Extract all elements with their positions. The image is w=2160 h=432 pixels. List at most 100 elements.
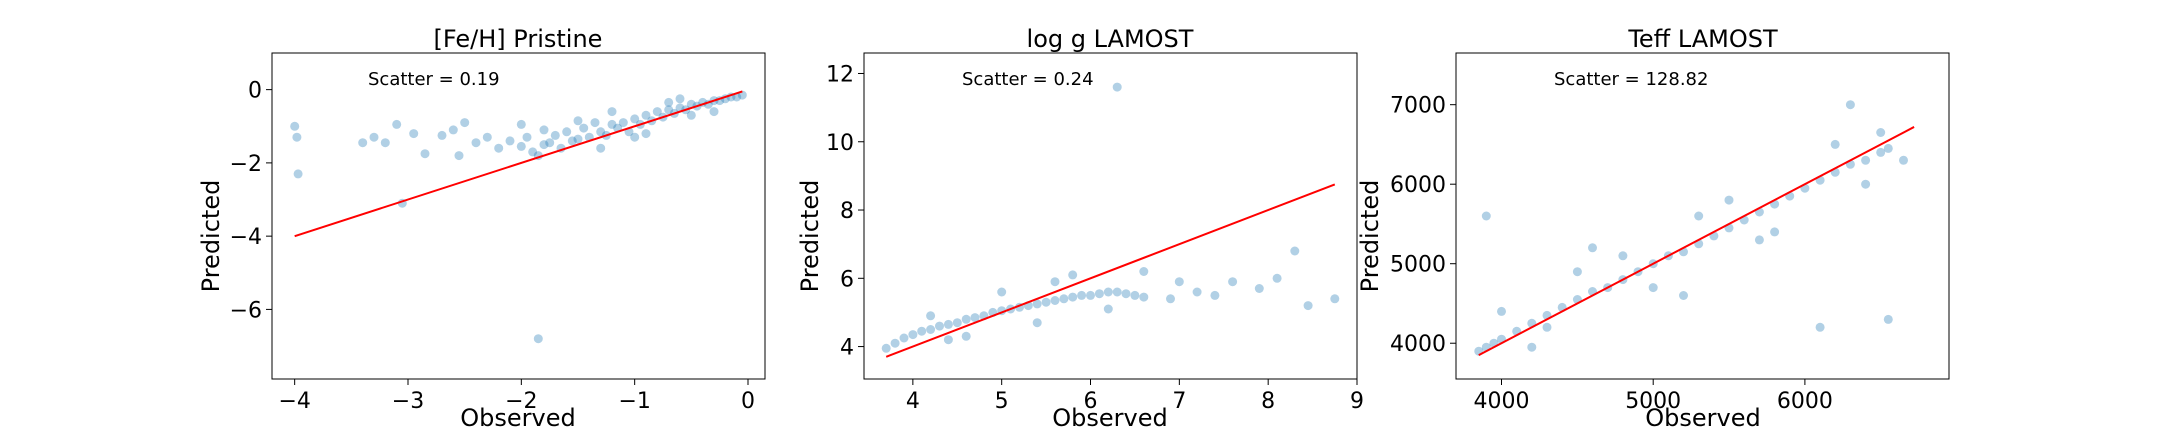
x-axis-label: Observed <box>460 404 575 432</box>
data-point <box>1059 294 1069 304</box>
y-tick-label: 12 <box>826 62 854 87</box>
data-point <box>550 130 560 140</box>
x-tick-label: 6000 <box>1777 389 1833 414</box>
data-point <box>1876 147 1886 157</box>
data-point <box>1272 273 1282 283</box>
x-tick-label: 8 <box>1261 389 1275 414</box>
x-tick-label: −3 <box>392 389 424 414</box>
data-point <box>494 143 504 153</box>
data-point <box>1077 290 1087 300</box>
data-point <box>961 314 971 324</box>
data-point <box>935 321 944 331</box>
data-point <box>1086 290 1095 300</box>
data-point <box>1861 155 1871 165</box>
y-tick-label: 6 <box>840 267 854 292</box>
data-point <box>943 335 953 345</box>
y-tick-label: −2 <box>230 152 262 177</box>
data-point <box>1094 289 1104 299</box>
data-point <box>1166 294 1175 304</box>
data-points <box>881 82 1340 353</box>
fit-line <box>1478 126 1915 357</box>
y-tick-label: 10 <box>826 131 854 156</box>
data-point <box>437 130 447 140</box>
x-ticks: 4 5 6 7 8 9 <box>906 379 1364 414</box>
plot-frame <box>271 52 766 380</box>
data-point <box>290 121 300 131</box>
data-point <box>926 325 936 334</box>
data-point <box>664 97 674 107</box>
y-tick-label: 5000 <box>1390 253 1446 278</box>
data-point <box>917 326 927 336</box>
y-axis-label: Predicted <box>796 180 824 293</box>
data-point <box>1770 227 1780 237</box>
data-point <box>1032 299 1042 309</box>
data-point <box>380 138 390 148</box>
data-point <box>607 119 617 129</box>
data-point <box>1254 284 1264 293</box>
panel-teff-lamost: Teff LAMOST Observed Predicted Scatter =… <box>1356 25 1950 432</box>
data-point <box>369 132 379 142</box>
data-point <box>1192 287 1202 297</box>
y-tick-label: 4 <box>840 336 854 361</box>
data-point <box>562 127 572 137</box>
plot-frame <box>1455 52 1950 380</box>
y-axis-label: Predicted <box>1356 180 1384 293</box>
x-tick-label: 4000 <box>1474 389 1530 414</box>
data-point <box>1572 267 1582 277</box>
data-point <box>926 311 936 321</box>
x-tick-label: 6 <box>1084 389 1098 414</box>
data-point <box>1861 179 1871 189</box>
data-point <box>652 107 662 117</box>
data-point <box>1103 304 1113 314</box>
data-points <box>290 90 747 344</box>
y-tick-label: −4 <box>230 225 262 250</box>
data-point <box>1588 243 1597 253</box>
data-point <box>505 136 515 146</box>
data-point <box>420 149 430 159</box>
data-point <box>590 118 600 128</box>
scatter-annotation: Scatter = 128.82 <box>1554 69 1708 90</box>
y-tick-label: 8 <box>840 199 854 224</box>
data-point <box>460 118 470 128</box>
data-point <box>516 141 526 151</box>
data-point <box>1050 277 1060 287</box>
x-axis-label: Observed <box>1052 404 1167 432</box>
data-point <box>573 116 583 126</box>
plot-frame <box>863 52 1358 380</box>
data-point <box>1883 143 1893 153</box>
data-point <box>1527 342 1537 352</box>
chart-title: log g LAMOST <box>1027 25 1194 53</box>
data-point <box>1845 100 1855 110</box>
data-point <box>482 132 492 142</box>
data-point <box>1542 322 1552 332</box>
data-point <box>970 313 980 323</box>
x-tick-label: 4 <box>906 389 920 414</box>
data-point <box>961 331 971 341</box>
data-point <box>908 330 918 340</box>
x-tick-label: 7 <box>1172 389 1186 414</box>
data-point <box>1830 139 1840 149</box>
data-point <box>709 107 719 117</box>
data-point <box>1815 322 1825 332</box>
data-point <box>596 143 606 153</box>
data-point <box>409 129 419 139</box>
y-axis-label: Predicted <box>197 180 225 293</box>
data-point <box>1497 306 1506 316</box>
x-tick-label: −4 <box>278 389 310 414</box>
data-point <box>890 338 900 348</box>
x-tick-label: 0 <box>741 389 755 414</box>
data-point <box>1883 314 1893 324</box>
data-point <box>539 140 549 150</box>
data-point <box>573 134 583 144</box>
data-point <box>1139 292 1149 302</box>
data-point <box>471 138 481 148</box>
data-points <box>1474 100 1908 356</box>
data-point <box>664 105 674 115</box>
data-point <box>293 169 303 179</box>
data-point <box>292 132 302 142</box>
x-ticks: −4 −3 −2 −1 0 <box>278 379 755 414</box>
data-point <box>1103 287 1113 297</box>
data-point <box>454 151 464 161</box>
data-point <box>1050 296 1060 305</box>
data-point <box>567 136 577 146</box>
